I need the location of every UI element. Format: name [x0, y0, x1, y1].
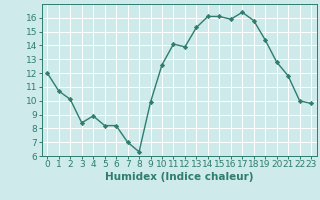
- X-axis label: Humidex (Indice chaleur): Humidex (Indice chaleur): [105, 172, 253, 182]
